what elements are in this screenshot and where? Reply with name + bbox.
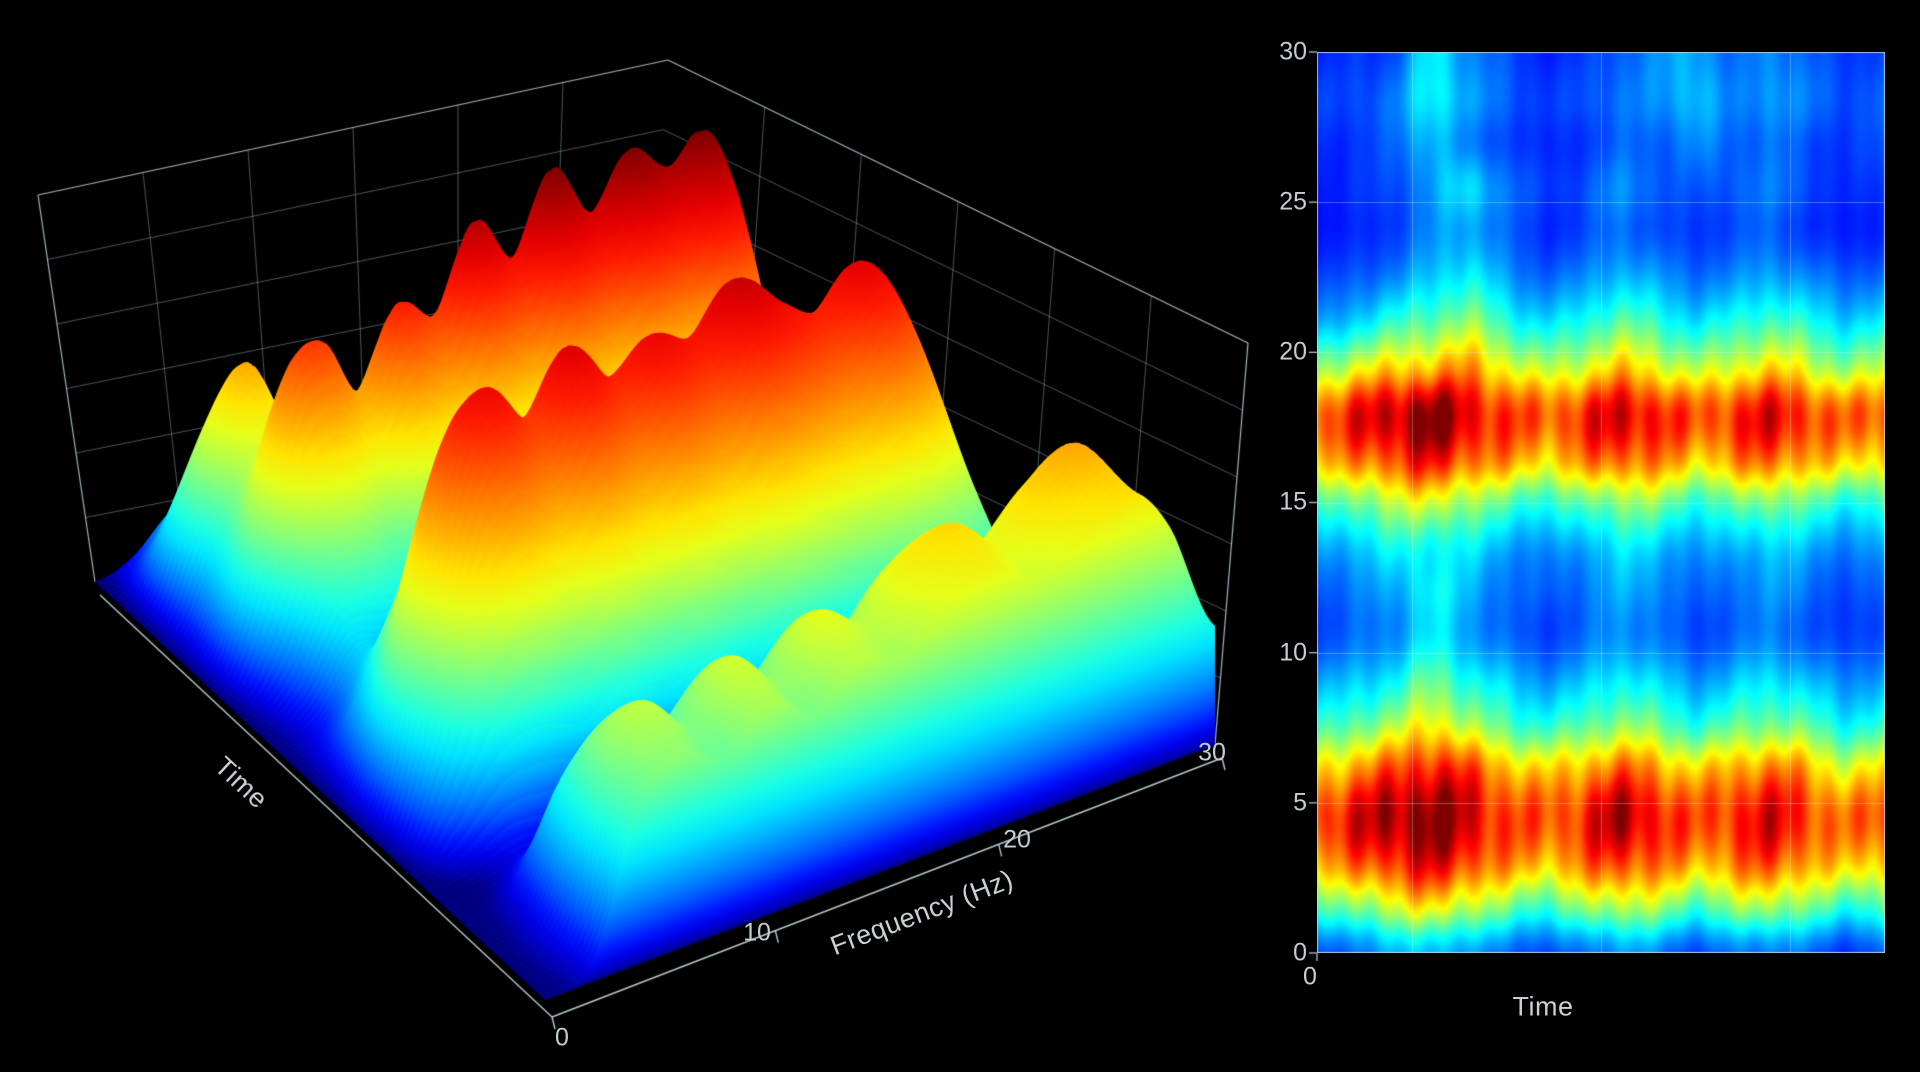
surface-xtick-label: 20 (1003, 825, 1031, 854)
heatmap-ytick-label: 25 (1279, 187, 1307, 216)
heatmap-ytick-label: 5 (1293, 788, 1307, 817)
spectrogram-heatmap-canvas (1317, 52, 1885, 953)
heatmap-xtick-label: 0 (1303, 962, 1317, 991)
surface-xtick-label: 10 (743, 918, 771, 947)
heatmap-ytick-label: 20 (1279, 337, 1307, 366)
surface-xtick-label: 0 (555, 1023, 569, 1052)
heatmap-ytick-label: 0 (1293, 938, 1307, 967)
heatmap-time-axis-label: Time (1512, 991, 1574, 1022)
heatmap-ytick-label: 15 (1279, 487, 1307, 516)
heatmap-ytick-label: 30 (1279, 37, 1307, 66)
heatmap-ytick-label: 10 (1279, 638, 1307, 667)
surface-xtick-label: 30 (1198, 738, 1226, 767)
